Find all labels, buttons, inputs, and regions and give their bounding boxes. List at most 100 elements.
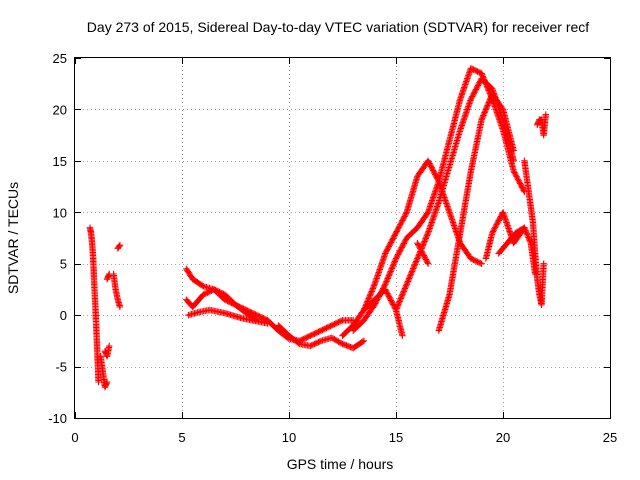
data-point: [419, 249, 426, 256]
data-point: [385, 243, 393, 250]
y-tick-label: -5: [55, 360, 67, 375]
series-arc-11: [275, 322, 368, 352]
data-point: [401, 285, 409, 292]
data-point: [424, 259, 431, 266]
y-axis-title: SDTVAR / TECUs: [5, 182, 21, 294]
data-point: [389, 236, 396, 243]
data-point: [424, 157, 432, 165]
data-point: [411, 262, 418, 269]
data-point: [95, 378, 102, 386]
data-point: [394, 251, 402, 258]
data-point: [486, 96, 494, 103]
data-point: [396, 298, 403, 305]
data-point: [389, 235, 397, 242]
data-point: [397, 247, 404, 254]
data-point: [492, 222, 500, 230]
data-point: [408, 268, 416, 275]
data-point: [392, 231, 399, 238]
data-point: [384, 290, 391, 297]
data-point: [391, 259, 398, 267]
data-point: [394, 302, 401, 309]
data-point: [397, 245, 405, 253]
data-point: [482, 106, 489, 113]
y-tick-label: 15: [53, 154, 67, 169]
data-point: [365, 295, 372, 302]
data-point: [493, 221, 500, 228]
data-point: [478, 116, 485, 123]
data-point: [410, 263, 418, 271]
data-point: [525, 235, 533, 243]
data-point: [399, 241, 407, 249]
data-point: [390, 233, 398, 241]
data-point: [414, 253, 422, 261]
data-point: [399, 289, 407, 297]
data-point: [389, 263, 396, 271]
data-point: [513, 173, 520, 180]
series-arc-17: [435, 90, 517, 334]
data-point: [479, 113, 486, 121]
data-point: [400, 288, 407, 295]
x-tick-label: 0: [71, 430, 78, 445]
data-point: [510, 157, 517, 165]
series-arc-3: [101, 342, 113, 360]
data-point: [469, 91, 477, 99]
data-point: [385, 293, 393, 300]
data-point: [387, 295, 394, 303]
data-point: [521, 224, 528, 231]
data-point: [510, 147, 517, 154]
data-point: [316, 338, 323, 345]
data-point: [116, 242, 124, 249]
data-point: [382, 250, 389, 257]
data-point: [368, 288, 375, 295]
y-tick-label: 5: [60, 257, 67, 272]
series-arc-20: [521, 157, 547, 309]
data-point: [483, 105, 490, 112]
data-point: [481, 109, 488, 116]
data-point: [512, 172, 520, 179]
data-point: [422, 255, 429, 262]
data-point: [498, 104, 506, 112]
data-point: [496, 215, 503, 223]
series-arc-6: [114, 242, 124, 252]
data-point: [517, 181, 525, 189]
x-tick-label: 25: [603, 430, 617, 445]
data-point: [394, 252, 401, 260]
data-point: [427, 161, 434, 169]
data-point: [401, 213, 408, 220]
data-point: [474, 83, 481, 90]
data-point: [519, 184, 526, 191]
data-point: [540, 260, 547, 267]
data-point: [364, 296, 372, 304]
data-point: [199, 282, 206, 289]
data-point: [398, 293, 405, 301]
data-point: [392, 255, 400, 262]
data-point: [396, 296, 404, 304]
data-point: [389, 262, 397, 269]
data-point: [489, 228, 497, 235]
data-point: [408, 269, 415, 277]
data-point: [510, 167, 517, 175]
data-point: [397, 221, 404, 228]
series-arc-5: [110, 270, 124, 311]
data-point: [420, 239, 428, 247]
data-point: [389, 299, 396, 307]
data-point: [382, 287, 390, 294]
chart-title: Day 273 of 2015, Sidereal Day-to-day VTE…: [87, 19, 589, 35]
data-point: [483, 103, 491, 111]
data-point: [490, 226, 497, 234]
data-point: [295, 339, 302, 347]
data-point: [468, 94, 475, 101]
plot-frame: [74, 57, 611, 419]
data-point: [515, 177, 522, 184]
data-point: [387, 268, 394, 275]
data-point: [473, 84, 480, 92]
data-point: [116, 243, 123, 250]
data-point: [116, 303, 124, 311]
data-point: [393, 303, 401, 311]
x-tick-label: 10: [282, 430, 296, 445]
data-point: [396, 222, 403, 230]
data-point: [415, 242, 423, 250]
data-point: [471, 87, 479, 95]
data-point: [399, 332, 406, 339]
data-point: [476, 79, 483, 86]
